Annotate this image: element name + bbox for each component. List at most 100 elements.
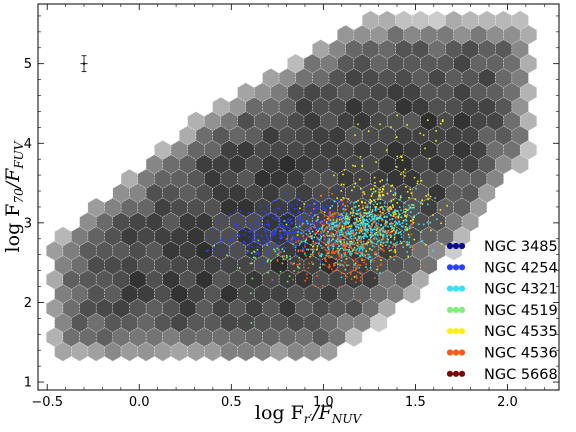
data-point: [328, 248, 330, 250]
data-point: [396, 202, 399, 204]
data-point: [424, 147, 426, 150]
data-point: [307, 256, 310, 259]
data-point: [296, 254, 299, 257]
data-point: [349, 252, 351, 255]
data-point: [325, 243, 327, 246]
data-point: [252, 233, 255, 235]
data-point: [357, 217, 359, 219]
data-point: [273, 248, 275, 251]
data-point: [293, 231, 295, 234]
data-point: [358, 246, 361, 248]
data-point: [313, 236, 315, 239]
data-point: [304, 269, 306, 272]
data-point: [325, 221, 328, 223]
hexbin-cell: [403, 284, 421, 304]
data-point: [363, 254, 365, 256]
data-point: [368, 202, 371, 204]
data-point: [346, 205, 349, 207]
data-point: [296, 224, 299, 226]
data-point: [294, 218, 296, 221]
hexbin-cell: [270, 341, 288, 362]
data-point: [416, 182, 419, 185]
data-point: [305, 233, 308, 235]
data-point: [365, 219, 368, 222]
data-point: [370, 241, 373, 243]
data-point: [248, 245, 250, 247]
data-point: [347, 267, 350, 269]
data-point: [379, 206, 382, 209]
data-point: [345, 213, 348, 216]
data-point: [317, 216, 319, 218]
data-point: [357, 123, 359, 126]
data-point: [299, 242, 301, 245]
data-point: [327, 255, 329, 257]
data-point: [333, 212, 335, 215]
data-point: [354, 165, 356, 167]
data-point: [213, 244, 215, 247]
data-point: [374, 206, 376, 208]
data-point: [399, 195, 402, 197]
data-point: [387, 231, 390, 233]
data-point: [276, 244, 278, 246]
data-point: [382, 237, 385, 239]
data-point: [341, 264, 344, 266]
data-point: [376, 203, 378, 205]
data-point: [299, 207, 301, 210]
data-point: [304, 241, 307, 244]
data-point: [341, 229, 343, 232]
data-point: [355, 212, 357, 215]
data-point: [335, 262, 337, 264]
data-point: [341, 225, 344, 228]
data-point: [374, 185, 376, 187]
data-point: [353, 213, 355, 216]
data-point: [323, 264, 326, 266]
data-point: [375, 206, 377, 208]
data-point: [336, 216, 338, 218]
data-point: [232, 238, 234, 241]
data-point: [307, 232, 310, 235]
data-point: [310, 253, 312, 256]
legend-label: NGC 3485: [484, 239, 558, 255]
data-point: [335, 258, 338, 260]
data-point: [344, 248, 347, 250]
data-point: [322, 238, 325, 240]
data-point: [335, 239, 337, 242]
data-point: [325, 246, 327, 249]
axis-ticks: −0.5 0.0 0.5 1.0 1.5 2.0 1 2 3 4 5: [24, 4, 559, 410]
data-point: [336, 220, 338, 223]
data-point: [356, 244, 358, 247]
data-point: [297, 238, 299, 240]
data-point: [298, 219, 301, 222]
data-point: [321, 223, 324, 226]
data-point: [331, 249, 334, 252]
legend-marker: [452, 242, 460, 250]
x-axis-title: log Fr′/FNUV: [255, 402, 363, 426]
data-point: [335, 243, 337, 245]
data-point: [397, 216, 400, 219]
data-point: [365, 223, 367, 226]
data-point: [347, 238, 350, 241]
data-point: [370, 234, 373, 237]
data-point: [375, 222, 378, 224]
data-point: [364, 212, 366, 214]
data-point: [336, 199, 339, 201]
data-point: [331, 209, 334, 212]
data-point: [326, 222, 329, 225]
data-point: [341, 244, 344, 247]
data-point: [278, 222, 281, 225]
data-point: [326, 234, 329, 237]
data-point: [328, 196, 330, 198]
legend-marker: [452, 285, 460, 292]
data-point: [368, 214, 371, 217]
data-point: [250, 252, 253, 254]
data-point: [249, 242, 252, 244]
data-point: [359, 227, 361, 230]
data-point: [355, 217, 358, 220]
data-point: [361, 253, 363, 255]
data-point: [363, 220, 365, 222]
legend-marker: [452, 264, 460, 271]
data-point: [341, 247, 344, 249]
data-point: [387, 247, 389, 249]
data-point: [348, 243, 350, 245]
data-point: [360, 251, 363, 253]
